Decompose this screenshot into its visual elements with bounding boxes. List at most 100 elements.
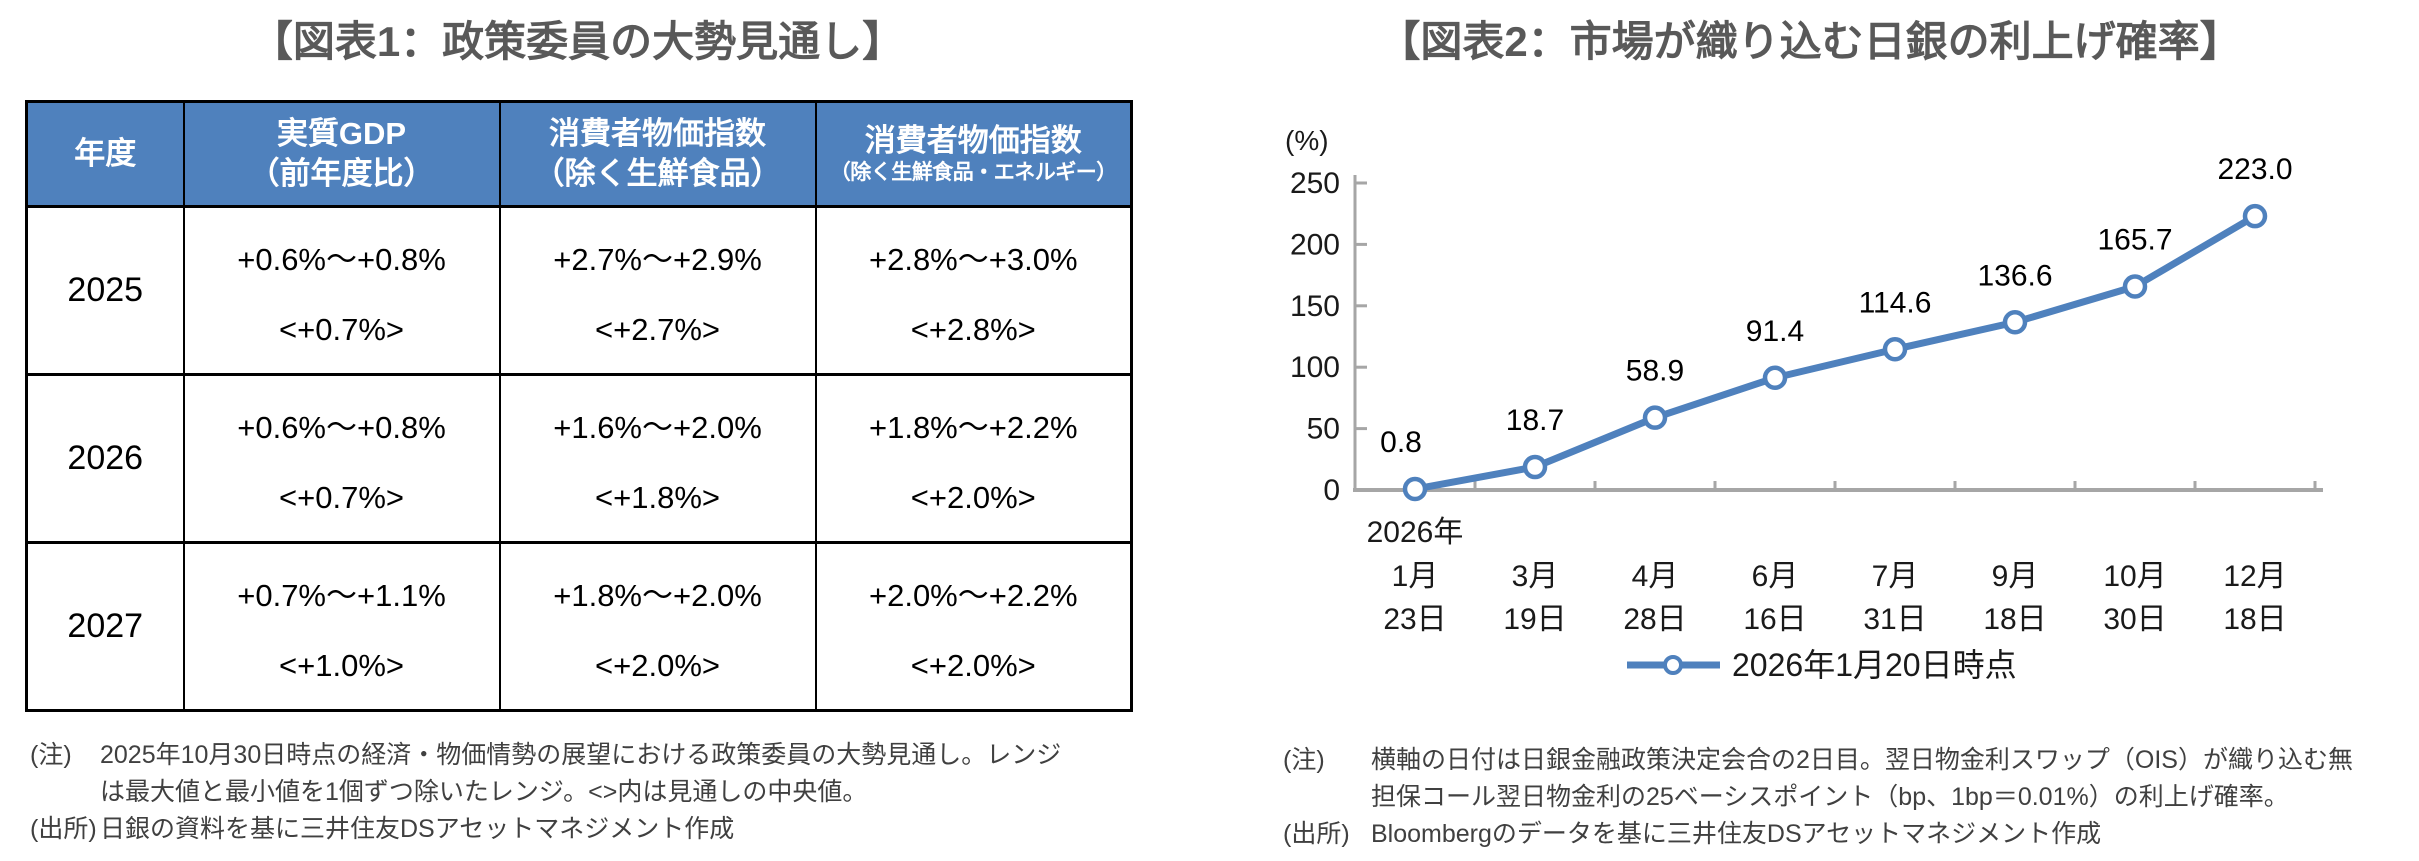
data-label: 136.6: [1977, 259, 2052, 292]
note-text: 2025年10月30日時点の経済・物価情勢の展望における政策委員の大勢見通し。レ…: [100, 737, 1145, 811]
y-tick-label: 100: [1290, 351, 1340, 384]
year-cell: 2025: [25, 205, 185, 376]
x-tick-label-day: 19日: [1503, 603, 1566, 636]
header-cell-year: 年度: [25, 100, 185, 208]
x-tick-label-day: 30日: [2103, 603, 2166, 636]
median-text: <+0.7%>: [279, 479, 404, 515]
table-header-row: 年度 実質GDP （前年度比） 消費者物価指数 （除く生鮮食品） 消費者物価指数…: [25, 100, 1133, 208]
figure1-footnotes: (注) 2025年10月30日時点の経済・物価情勢の展望における政策委員の大勢見…: [30, 737, 1145, 848]
y-tick-label: 250: [1290, 167, 1340, 200]
data-label: 91.4: [1746, 315, 1804, 348]
x-tick-label-day: 23日: [1383, 603, 1446, 636]
header-sublabel: （除く生鮮食品）: [533, 156, 782, 191]
rate-hike-chart: 0 50 100 150 200 250 (%) 0.8 18.7 58.9 91.4 114.6 13…: [1285, 125, 2323, 683]
note-row: (注) 2025年10月30日時点の経済・物価情勢の展望における政策委員の大勢見…: [30, 737, 1145, 811]
data-label: 58.9: [1626, 355, 1684, 388]
data-label: 165.7: [2097, 224, 2172, 257]
header-sublabel: （除く生鮮食品・エネルギー）: [829, 161, 1117, 185]
range-text: +1.8%～+2.2%: [868, 409, 1078, 445]
data-point-marker: [1402, 476, 1428, 502]
series-line: [1411, 212, 2259, 493]
note-line: 横軸の日付は日銀金融政策決定会合の2日目。翌日物金利スワップ（OIS）が織り込む…: [1371, 746, 2353, 774]
year-cell: 2026: [25, 373, 185, 544]
median-text: <+1.0%>: [279, 647, 404, 683]
y-tick-label: 50: [1307, 413, 1340, 446]
source-row: (出所) 日銀の資料を基に三井住友DSアセットマネジメント作成: [30, 811, 1145, 848]
legend-marker: [1663, 655, 1683, 675]
x-tick-label-month: 1月: [1392, 560, 1439, 593]
range-text: +2.7%～+2.9%: [553, 241, 762, 277]
header-sublabel: （前年度比）: [248, 156, 435, 191]
y-axis-unit-label: (%): [1285, 125, 1329, 156]
header-cell-cpi-ex-energy: 消費者物価指数 （除く生鮮食品・エネルギー）: [814, 100, 1133, 208]
data-point-marker: [1522, 454, 1548, 480]
note-line: 担保コール翌日物金利の25ベーシスポイント（bp、1bp＝0.01%）の利上げ確…: [1371, 783, 2289, 811]
median-text: <+2.0%>: [910, 647, 1036, 683]
forecast-cell: +1.6%～+2.0% <+1.8%>: [498, 373, 817, 544]
figure2-footnotes: (注) 横軸の日付は日銀金融政策決定会合の2日目。翌日物金利スワップ（OIS）が…: [1283, 742, 2413, 853]
y-tick-label: 200: [1290, 228, 1340, 261]
data-label: 0.8: [1380, 426, 1422, 459]
table-row: 2027 +0.7%～+1.1% <+1.0%> +1.8%～+2.0% <+2…: [25, 541, 1133, 712]
data-label: 18.7: [1506, 404, 1564, 437]
source-text: Bloombergのデータを基に三井住友DSアセットマネジメント作成: [1371, 820, 2102, 848]
note-label: (注): [1283, 746, 1325, 774]
forecast-cell: +1.8%～+2.2% <+2.0%>: [814, 373, 1133, 544]
x-tick-label-month: 10月: [2103, 560, 2166, 593]
source-label: (出所): [30, 815, 97, 843]
range-text: +0.7%～+1.1%: [237, 577, 446, 613]
x-axis-year-label: 2026年: [1367, 516, 1464, 549]
source-row: (出所) Bloombergのデータを基に三井住友DSアセットマネジメント作成: [1283, 816, 2413, 853]
data-label: 223.0: [2217, 153, 2292, 186]
data-point-marker: [1642, 405, 1668, 430]
forecast-cell: +2.7%～+2.9% <+2.7%>: [498, 205, 817, 376]
header-cell-gdp: 実質GDP （前年度比）: [182, 100, 501, 208]
note-label: (注): [30, 741, 72, 769]
forecast-cell: +1.8%～+2.0% <+2.0%>: [498, 541, 817, 712]
figure2-title: 【図表2：市場が織り込む日銀の利上げ確率】: [1378, 18, 2242, 65]
range-text: +2.0%～+2.2%: [868, 577, 1078, 613]
x-tick-label-day: 18日: [2223, 603, 2286, 636]
data-point-marker: [2242, 203, 2268, 229]
header-label: 消費者物価指数: [549, 116, 766, 152]
figure1-title: 【図表1：政策委員の大勢見通し】: [250, 18, 905, 65]
forecast-cell: +0.6%～+0.8% <+0.7%>: [182, 373, 501, 544]
data-point-marker: [1762, 365, 1788, 391]
note-row: (注) 横軸の日付は日銀金融政策決定会合の2日目。翌日物金利スワップ（OIS）が…: [1283, 742, 2413, 816]
year-cell: 2027: [25, 541, 185, 712]
y-tick-label: 150: [1290, 290, 1340, 323]
x-tick-label-day: 31日: [1863, 603, 1926, 636]
header-label: 年度: [74, 136, 137, 172]
forecast-cell: +0.6%～+0.8% <+0.7%>: [182, 205, 501, 376]
median-text: <+2.0%>: [595, 647, 720, 683]
median-text: <+0.7%>: [279, 311, 404, 347]
range-text: +2.8%～+3.0%: [868, 241, 1078, 277]
table-row: 2026 +0.6%～+0.8% <+0.7%> +1.6%～+2.0% <+1…: [25, 373, 1133, 544]
median-text: <+2.7%>: [595, 311, 720, 347]
x-tick-label-day: 28日: [1623, 603, 1686, 636]
source-label: (出所): [1283, 820, 1350, 848]
median-text: <+2.8%>: [910, 311, 1036, 347]
note-line: は最大値と最小値を1個ずつ除いたレンジ。<>内は見通しの中央値。: [100, 778, 868, 806]
note-line: 2025年10月30日時点の経済・物価情勢の展望における政策委員の大勢見通し。レ…: [100, 741, 1062, 769]
forecast-cell: +0.7%～+1.1% <+1.0%>: [182, 541, 501, 712]
x-tick-label-month: 4月: [1632, 560, 1679, 593]
forecast-cell: +2.0%～+2.2% <+2.0%>: [814, 541, 1133, 712]
data-point-marker: [2002, 310, 2028, 335]
median-text: <+2.0%>: [910, 479, 1036, 515]
table-row: 2025 +0.6%～+0.8% <+0.7%> +2.7%～+2.9% <+2…: [25, 205, 1133, 376]
legend-label: 2026年1月20日時点: [1732, 647, 2017, 683]
y-tick-label: 0: [1323, 474, 1340, 507]
x-tick-label-day: 18日: [1983, 603, 2046, 636]
range-text: +1.6%～+2.0%: [553, 409, 762, 445]
median-text: <+1.8%>: [595, 479, 720, 515]
x-tick-label-month: 6月: [1752, 560, 1799, 593]
range-text: +0.6%～+0.8%: [237, 409, 446, 445]
x-tick-label-month: 12月: [2223, 560, 2286, 593]
forecast-cell: +2.8%～+3.0% <+2.8%>: [814, 205, 1133, 376]
x-tick-label-month: 7月: [1872, 560, 1919, 593]
range-text: +1.8%～+2.0%: [553, 577, 762, 613]
data-point-marker: [1882, 337, 1908, 362]
data-label: 114.6: [1859, 286, 1932, 319]
